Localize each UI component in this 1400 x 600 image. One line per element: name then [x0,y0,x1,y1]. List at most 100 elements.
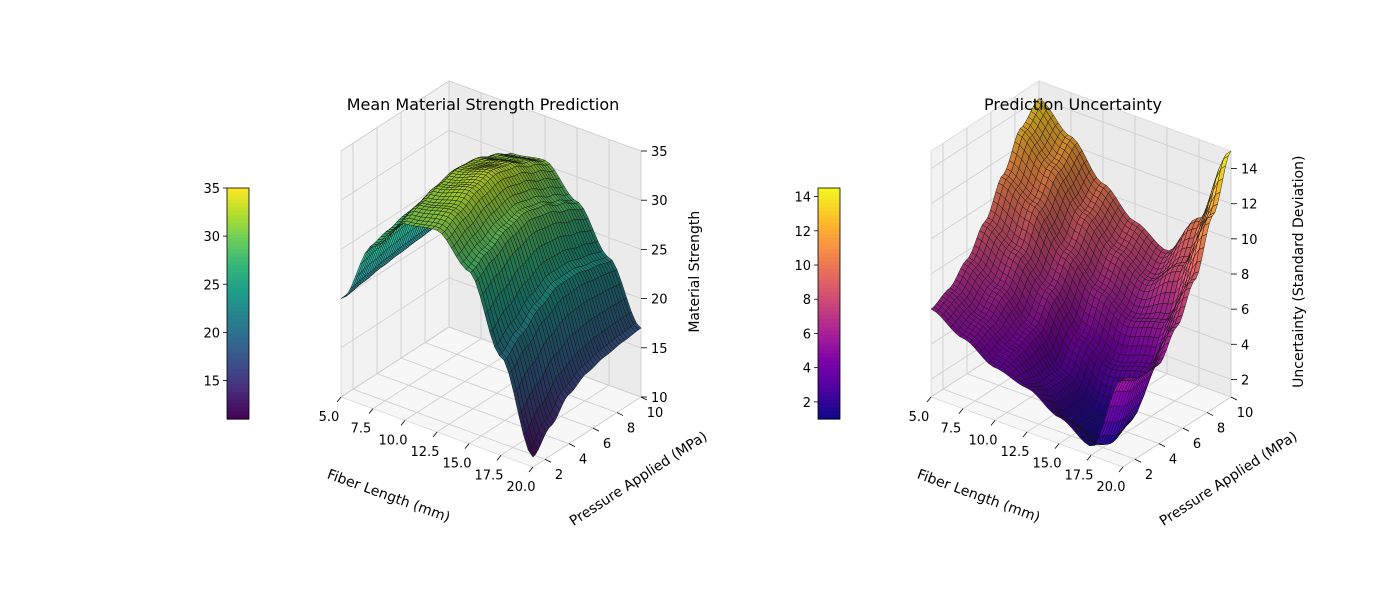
colorbar-swatch [818,226,840,231]
colorbar-swatch [818,265,840,270]
y-tick-label: 10 [1237,406,1254,421]
x-tick [368,408,374,414]
colorbar-swatch [818,222,840,228]
colorbar-swatch [227,272,249,278]
colorbar-swatch [818,268,840,274]
colorbar-tick-label: 12 [794,225,811,240]
colorbar: 15 20 25 30 35 [203,182,250,420]
colorbar-swatch [227,349,249,355]
colorbar-tick-label: 25 [203,278,220,293]
y-tick [1206,412,1214,416]
colorbar-swatch [227,318,249,324]
z-tick-label: 4 [1241,338,1249,353]
colorbar-swatch [227,291,249,297]
x-axis-label: Fiber Length (mm) [325,467,452,526]
colorbar-swatch [227,357,249,362]
y-axis-label: Pressure Applied (MPa) [567,429,711,530]
z-tick-label: 10 [651,391,668,406]
colorbar-swatch [818,338,840,343]
x-tick [400,420,406,426]
colorbar-swatch [227,280,249,285]
x-tick-label: 5.0 [319,410,340,425]
colorbar-swatch [227,353,249,358]
z-axis-label: Material Strength [687,211,703,333]
colorbar-swatch [818,207,840,212]
colorbar-swatch [818,372,840,378]
y-tick [592,427,600,432]
colorbar-swatch [818,188,840,193]
colorbar-swatch [227,195,249,201]
colorbar-swatch [227,338,249,343]
colorbar-swatch [227,307,249,312]
y-tick [1158,443,1166,448]
colorbar-swatch [818,211,840,216]
colorbar-swatch [227,241,249,247]
colorbar-swatch [818,311,840,316]
colorbar: 2 4 6 8 10 12 14 [794,187,841,420]
x-tick-label: 10.0 [969,433,998,448]
colorbar-swatch [818,395,840,401]
colorbar-swatch [227,384,249,389]
surface [340,152,642,458]
colorbar-frame [226,187,250,420]
colorbar-swatch [818,388,840,393]
colorbar-swatch [227,380,249,385]
z-tick-label: 25 [651,243,668,258]
colorbar-swatch [818,376,840,382]
colorbar-swatch [227,342,249,347]
colorbar-swatch [227,411,249,416]
colorbar-swatch [818,384,840,389]
colorbar-swatch [227,211,249,216]
x-tick [496,455,502,461]
x-tick [528,466,534,473]
colorbar-swatch [818,257,840,262]
z-gridline [340,129,642,201]
x-axis-label: Fiber Length (mm) [915,467,1042,526]
y-tick [568,443,576,448]
surface-patch [1118,377,1126,383]
y-tick-label: 8 [1217,422,1225,437]
colorbar-swatch [818,195,840,201]
colorbar-swatch [818,291,840,297]
colorbar-swatch [227,330,249,335]
colorbar-tick-label: 2 [803,396,811,411]
colorbar-swatch [227,188,249,193]
colorbar-swatch [818,249,840,255]
colorbar-swatch [818,303,840,308]
z-tick-label: 12 [1241,198,1258,213]
colorbar-swatch [227,299,249,305]
colorbar-swatch [818,276,840,281]
x-tick [464,443,470,449]
z-tick-label: 6 [1241,303,1249,318]
colorbar-tick-label: 10 [794,259,811,274]
y-tick [544,458,552,463]
colorbar-swatch [818,307,840,312]
colorbar-swatch [227,288,249,293]
x-tick-label: 5.0 [909,410,930,425]
colorbar-tick-label: 15 [203,375,220,390]
colorbar-swatch [227,322,249,328]
colorbar-tick-label: 30 [203,230,220,245]
colorbar-swatch [227,191,249,197]
colorbar-swatch [227,230,249,235]
colorbar-swatch [818,368,840,374]
x-tick [1086,455,1092,461]
colorbar-swatch [818,411,840,416]
colorbar-swatch [227,361,249,366]
colorbar-swatch [227,392,249,397]
colorbar-swatch [227,365,249,370]
colorbar-swatch [227,399,249,405]
x-tick [1118,466,1124,473]
colorbar-swatch [818,245,840,251]
x-tick-label: 15.0 [443,457,472,472]
colorbar-swatch [227,376,249,382]
colorbar-swatch [227,257,249,262]
z-tick-label: 20 [651,293,668,308]
colorbar-tick-label: 6 [803,327,811,342]
colorbar-swatch [227,284,249,289]
uncertainty-plot: 5.0 7.5 10.012.515.017.520.0 2 4 6 8 10 2 4 6 8 10 12… [794,80,1307,530]
y-gridline [942,143,1136,460]
x-tick-label: 7.5 [941,422,962,437]
